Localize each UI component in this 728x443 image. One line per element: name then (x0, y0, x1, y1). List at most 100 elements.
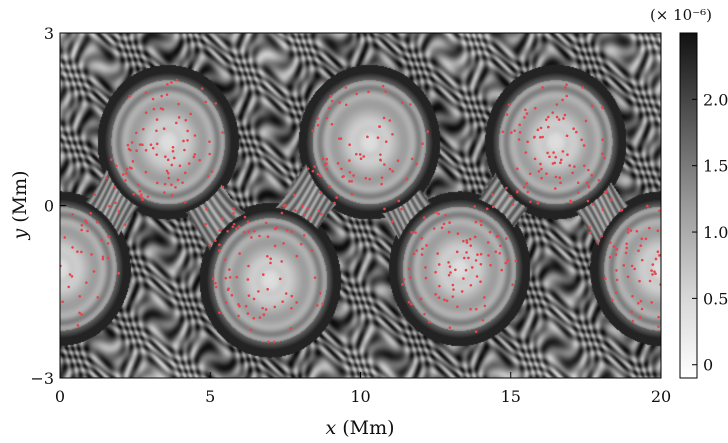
tracer-point (500, 268, 504, 272)
tracer-point (516, 167, 519, 171)
tracer-point (657, 325, 660, 328)
tracer-point (218, 311, 221, 314)
tracer-point (428, 320, 431, 324)
tracer-point (350, 192, 354, 196)
tracer-point (71, 213, 74, 216)
tracer-point (290, 306, 293, 310)
tracer-point (383, 163, 386, 166)
tracer-point (381, 84, 385, 88)
tracer-point (264, 308, 268, 311)
tracer-point (95, 220, 99, 224)
tracer-point (170, 194, 174, 197)
tracer-point (391, 220, 394, 223)
tracer-point (601, 138, 604, 141)
tracer-point (330, 99, 334, 103)
tracer-point (246, 312, 250, 315)
tracer-point (348, 159, 351, 162)
tracer-point (86, 229, 89, 233)
tracer-point (71, 246, 74, 249)
tracer-point (572, 127, 575, 130)
tracer-point (526, 140, 529, 144)
tracer-point (523, 116, 526, 119)
tracer-point (479, 262, 483, 266)
tracer-point (319, 191, 322, 194)
tracer-point (171, 149, 175, 153)
tracer-point (476, 253, 479, 256)
tracer-point (516, 189, 519, 193)
tracer-point (335, 196, 338, 199)
tracer-point (506, 259, 509, 262)
tracer-point (262, 313, 266, 316)
tracer-point (337, 137, 341, 140)
tracer-point (247, 294, 251, 297)
tracer-point (653, 270, 656, 273)
tracer-point (205, 207, 208, 211)
tracer-point (536, 128, 540, 132)
tracer-point (128, 94, 132, 98)
tracer-point (489, 263, 492, 267)
tracer-point (499, 244, 502, 248)
tracer-point (243, 230, 246, 234)
tracer-point (350, 179, 354, 183)
tracer-point (541, 86, 544, 89)
tracer-point (187, 162, 191, 165)
tracer-point (359, 157, 363, 161)
tracer-point (368, 177, 372, 181)
tracer-point (113, 185, 117, 189)
tracer-point (562, 117, 565, 120)
tracer-point (383, 207, 386, 211)
tracer-point (483, 296, 486, 299)
tracer-point (640, 237, 644, 241)
tracer-point (479, 252, 483, 256)
tracer-point (597, 179, 601, 182)
tracer-point (600, 234, 604, 238)
tracer-point (177, 116, 181, 119)
tracer-point (631, 294, 634, 298)
tracer-point (269, 261, 272, 265)
tracer-point (80, 313, 83, 316)
tracer-point (355, 92, 358, 96)
tracer-point (388, 167, 392, 171)
tracer-point (609, 241, 612, 245)
tracer-point (131, 160, 135, 163)
tracer-point (448, 265, 452, 268)
tracer-point (258, 234, 261, 238)
tracer-point (134, 131, 138, 135)
tracer-point (139, 195, 143, 198)
tracer-point (299, 242, 303, 246)
x-tick-label-4: 20 (651, 387, 671, 406)
tracer-point (124, 179, 127, 182)
tracer-point (460, 290, 464, 293)
tracer-point (539, 162, 542, 166)
tracer-point (208, 243, 211, 247)
tracer-point (589, 231, 592, 234)
tracer-point (656, 229, 660, 233)
tracer-point (422, 216, 426, 219)
tracer-point (166, 158, 170, 162)
tracer-point (174, 186, 177, 189)
tracer-point (565, 83, 568, 86)
tracer-point (306, 207, 309, 211)
tracer-point (645, 204, 649, 208)
tracer-point (591, 203, 594, 206)
tracer-point (123, 223, 127, 227)
tracer-point (214, 239, 217, 243)
tracer-point (138, 143, 142, 146)
tracer-point (96, 296, 100, 299)
tracer-point (273, 244, 277, 248)
tracer-point (626, 231, 630, 234)
tracer-point (193, 153, 197, 156)
tracer-point (155, 129, 158, 133)
tracer-point (490, 193, 494, 197)
colorbar-tick-label-1: 0.5 (703, 289, 728, 308)
tracer-point (114, 164, 118, 168)
tracer-point (581, 86, 585, 89)
tracer-point (164, 155, 167, 158)
tracer-point (469, 283, 473, 287)
tracer-point (479, 219, 483, 223)
tracer-point (505, 113, 509, 116)
tracer-point (183, 148, 186, 152)
tracer-point (462, 256, 466, 260)
tracer-point (224, 276, 228, 280)
tracer-point (333, 201, 336, 205)
